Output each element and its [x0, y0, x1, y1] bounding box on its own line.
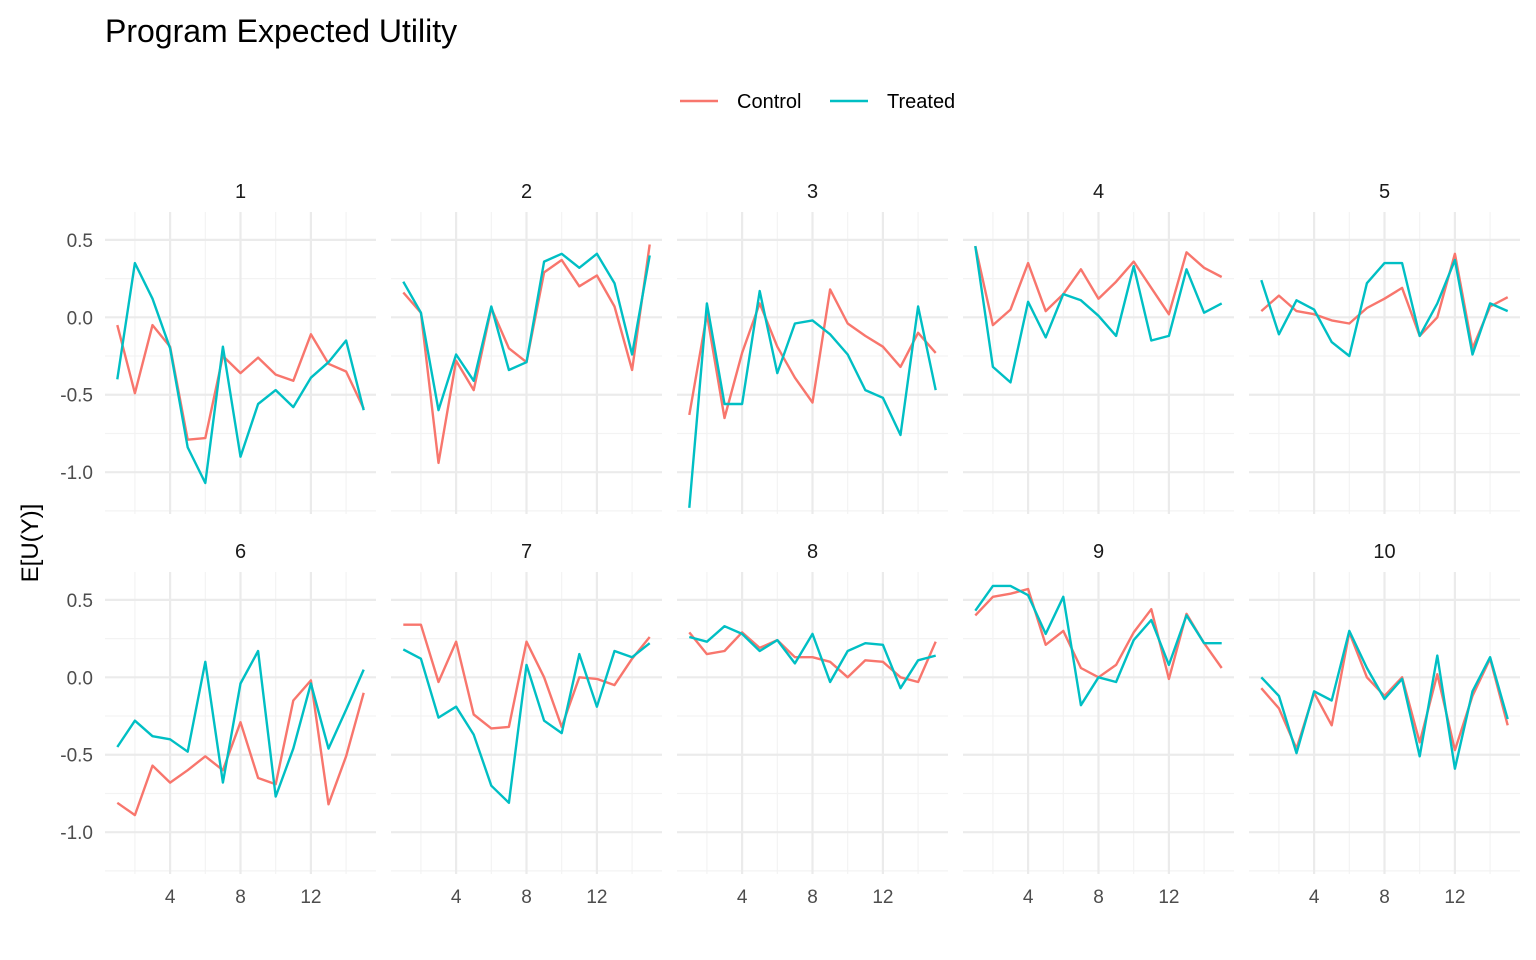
legend-item-treated: Treated [830, 91, 955, 113]
x-tick-label: 4 [165, 887, 176, 908]
x-tick-label: 12 [586, 887, 607, 908]
x-tick-label: 4 [1309, 887, 1320, 908]
facet-panels: 1 0.5 0.0 -0.5 -1.0 2 3 4 5 6 0.5 0.0 -0.5 -1.0 4 8 12 7 4… [60, 181, 1520, 908]
series-line-treated [1260, 629, 1509, 770]
series-line-treated [974, 245, 1223, 384]
x-tick-label: 4 [737, 887, 748, 908]
x-tick-label: 4 [1023, 887, 1034, 908]
x-tick-label: 8 [1093, 887, 1104, 908]
series-line-treated [402, 252, 651, 412]
facet-panel-1: 1 0.5 0.0 -0.5 -1.0 [60, 181, 376, 514]
series-line-treated [1260, 258, 1509, 358]
facet-strip-label: 4 [1093, 181, 1104, 203]
facet-panel-6: 6 0.5 0.0 -0.5 -1.0 4 8 12 [60, 541, 376, 908]
series-line-treated [974, 584, 1222, 707]
series-line-control [116, 679, 365, 817]
legend-item-control: Control [680, 91, 801, 113]
y-tick-label: 0.5 [67, 231, 93, 252]
x-tick-label: 12 [1444, 887, 1465, 908]
facet-strip-label: 9 [1093, 541, 1104, 563]
x-tick-label: 8 [521, 887, 532, 908]
series-line-control [403, 623, 651, 730]
series-line-treated [116, 261, 365, 485]
y-tick-label: -1.0 [60, 463, 93, 484]
x-tick-label: 8 [807, 887, 818, 908]
y-tick-label: 0.0 [67, 668, 93, 689]
facet-panel-10: 10 4 8 12 [1249, 541, 1520, 908]
facet-panel-8: 8 4 8 12 [677, 541, 948, 908]
x-tick-label: 12 [300, 887, 321, 908]
y-tick-label: 0.0 [67, 308, 93, 329]
chart-title: Program Expected Utility [105, 13, 457, 49]
facet-strip-label: 6 [235, 541, 246, 563]
x-tick-label: 12 [1158, 887, 1179, 908]
series-line-treated [688, 625, 937, 690]
facet-strip-label: 5 [1379, 181, 1390, 203]
legend-label-treated: Treated [887, 91, 955, 113]
facet-strip-label: 8 [807, 541, 818, 563]
x-tick-label: 8 [1379, 887, 1390, 908]
series-line-control [688, 288, 937, 420]
facet-strip-label: 10 [1373, 541, 1395, 563]
series-line-treated [688, 289, 937, 508]
facet-panel-9: 9 4 8 12 [963, 541, 1234, 908]
x-tick-label: 8 [235, 887, 246, 908]
facet-panel-5: 5 [1249, 181, 1520, 514]
series-line-treated [402, 642, 651, 804]
y-tick-label: 0.5 [67, 591, 93, 612]
series-line-control [974, 245, 1223, 327]
y-tick-label: -1.0 [60, 823, 93, 844]
y-axis-title: E[U(Y)] [17, 504, 44, 583]
legend-label-control: Control [737, 91, 801, 113]
series-line-control [116, 323, 365, 441]
y-tick-label: -0.5 [60, 386, 93, 407]
facet-strip-label: 1 [235, 181, 246, 203]
facet-strip-label: 7 [521, 541, 532, 563]
facet-panel-4: 4 [963, 181, 1234, 514]
facet-strip-label: 3 [807, 181, 818, 203]
x-tick-label: 12 [872, 887, 893, 908]
facet-strip-label: 2 [521, 181, 532, 203]
facet-panel-3: 3 [677, 181, 948, 514]
x-tick-label: 4 [451, 887, 462, 908]
facet-panel-2: 2 [391, 181, 662, 514]
series-line-treated [116, 649, 365, 798]
facet-panel-7: 7 4 8 12 [391, 541, 662, 908]
legend: Control Treated [680, 91, 955, 113]
y-tick-label: -0.5 [60, 746, 93, 767]
